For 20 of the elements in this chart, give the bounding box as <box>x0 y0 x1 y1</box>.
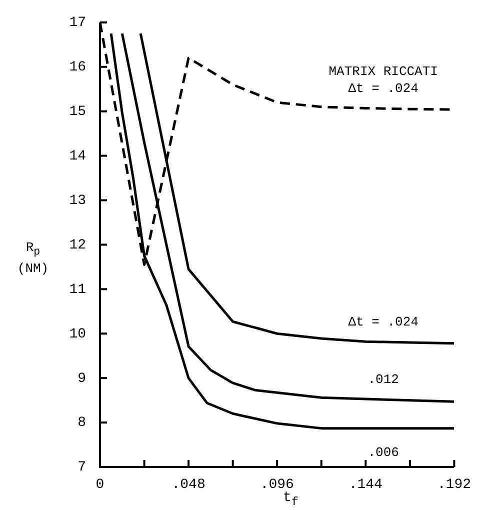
y-tick-label: 7 <box>78 460 86 476</box>
y-tick-label: 14 <box>69 148 86 164</box>
y-tick-label: 17 <box>69 15 86 32</box>
x-tick-label: .144 <box>348 477 382 494</box>
y-tick-label: 11 <box>69 282 86 298</box>
series-label: .012 <box>368 372 399 387</box>
y-tick-label: 10 <box>69 326 86 342</box>
x-tick-label: 0 <box>96 477 104 494</box>
y-tick-label: 12 <box>69 237 86 254</box>
series-label: Δt = .024 <box>348 314 419 330</box>
x-tick-label: .048 <box>172 477 206 494</box>
y-tick-label: 9 <box>78 370 86 387</box>
y-tick-label: 8 <box>78 415 86 432</box>
series-label: MATRIX RICCATI Δt = .024 <box>328 64 438 96</box>
y-tick-label: 15 <box>69 104 86 120</box>
y-axis-title: R$_{p}$ (NM) <box>16 240 50 277</box>
series-label: .006 <box>368 444 399 460</box>
y-tick-label: 13 <box>69 192 86 209</box>
x-tick-label: .192 <box>437 477 471 494</box>
y-tick-label: 16 <box>69 60 86 76</box>
